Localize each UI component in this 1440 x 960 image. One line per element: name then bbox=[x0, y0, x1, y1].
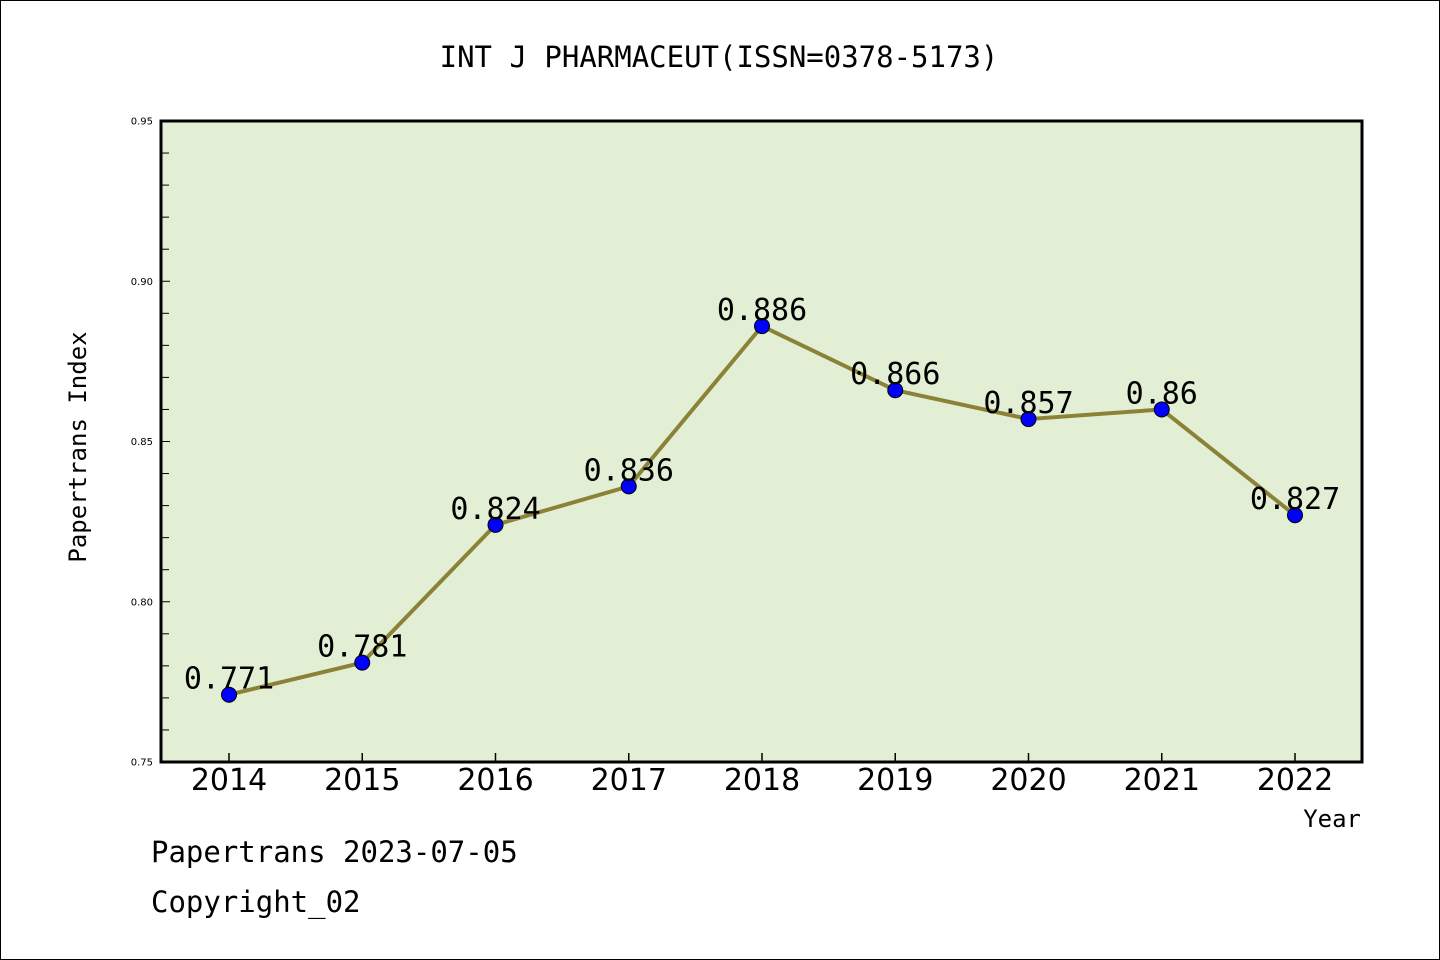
y-tick-label: 0.90 bbox=[131, 277, 153, 288]
x-tick-label: 2014 bbox=[191, 763, 267, 798]
data-point-marker bbox=[887, 382, 904, 399]
data-point-label: 0.827 bbox=[1250, 482, 1340, 517]
data-point-label: 0.781 bbox=[317, 630, 407, 665]
x-axis-ticks: 2014 2015 2016 2017 2018 2019 2020 2021 2022 bbox=[191, 753, 1333, 798]
data-point-marker bbox=[1153, 401, 1170, 418]
data-point-label: 0.771 bbox=[184, 662, 274, 697]
data-point-marker bbox=[1020, 411, 1037, 428]
y-tick-label: 0.95 bbox=[131, 117, 153, 128]
source-date-text: Papertrans 2023-07-05 bbox=[151, 835, 518, 869]
copyright-text: Copyright_02 bbox=[151, 885, 361, 919]
y-axis-ticks: 0.75 0.80 0.85 0.90 0.95 bbox=[131, 117, 170, 769]
data-point-marker bbox=[221, 686, 237, 703]
x-tick-label: 2017 bbox=[591, 763, 667, 798]
data-point-label: 0.886 bbox=[717, 293, 807, 328]
x-tick-label: 2016 bbox=[457, 763, 533, 798]
y-axis-label: Papertrans Index bbox=[64, 331, 92, 562]
data-point-label: 0.836 bbox=[584, 453, 674, 488]
x-tick-label: 2018 bbox=[724, 763, 800, 798]
chart-title: INT J PHARMACEUT(ISSN=0378-5173) bbox=[440, 40, 999, 74]
data-point-marker bbox=[754, 318, 770, 335]
x-tick-label: 2019 bbox=[857, 763, 933, 798]
data-point-label: 0.857 bbox=[983, 386, 1073, 421]
y-tick-label: 0.75 bbox=[131, 758, 153, 769]
data-point-label: 0.824 bbox=[450, 492, 540, 527]
x-tick-label: 2021 bbox=[1124, 763, 1200, 798]
series-markers bbox=[221, 318, 1303, 703]
y-tick-label: 0.80 bbox=[131, 597, 153, 608]
data-point-marker bbox=[1287, 507, 1303, 524]
data-point-label: 0.86 bbox=[1126, 376, 1198, 411]
data-point-label: 0.866 bbox=[850, 357, 940, 392]
x-axis-label: Year bbox=[1303, 805, 1361, 833]
x-tick-label: 2015 bbox=[324, 763, 400, 798]
data-point-marker bbox=[620, 478, 637, 495]
data-point-marker bbox=[487, 516, 504, 533]
y-tick-label: 0.85 bbox=[131, 437, 153, 448]
x-tick-label: 2020 bbox=[990, 763, 1066, 798]
x-tick-label: 2022 bbox=[1257, 763, 1333, 798]
data-labels: 0.771 0.781 0.824 0.836 0.886 0.866 0.857 0.86 0… bbox=[184, 293, 1340, 697]
data-point-marker bbox=[354, 654, 371, 671]
